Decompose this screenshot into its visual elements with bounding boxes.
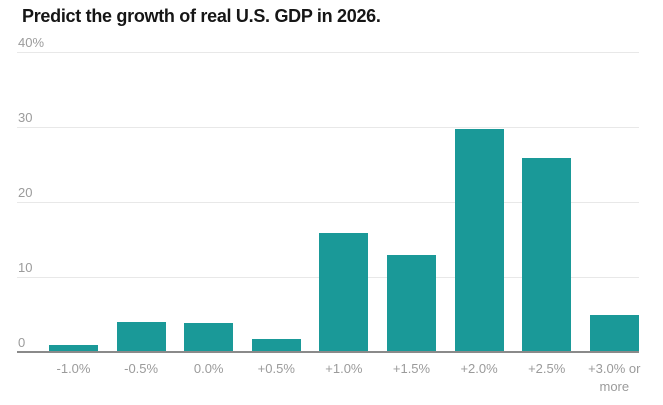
gridline-30 <box>17 127 639 128</box>
x-tick-label-2: -0.5% <box>124 361 159 376</box>
y-tick-label-0: 0 <box>18 335 26 350</box>
gridline-40 <box>17 52 639 53</box>
y-tick-label-40: 40% <box>18 35 45 50</box>
chart-title: Predict the growth of real U.S. GDP in 2… <box>22 6 381 26</box>
bar-+2.0- <box>454 128 504 352</box>
gridline-20 <box>17 202 639 203</box>
bar-+1.5- <box>387 254 436 352</box>
x-axis-baseline <box>17 351 639 353</box>
x-tick-label-8: +2.5% <box>528 361 566 376</box>
x-tick-label-7: +2.0% <box>460 361 498 376</box>
bar-+0.5- <box>251 338 301 352</box>
x-tick-label-5: +1.0% <box>325 361 363 376</box>
bar-+3.0-or-more <box>589 315 639 352</box>
x-tick-label-6: +1.5% <box>392 361 431 376</box>
y-tick-label-10: 10 <box>18 260 33 275</box>
bar-+1.0- <box>319 232 369 352</box>
bar--1.0- <box>49 344 98 352</box>
x-tick-label-9: +3.0% or more <box>588 361 641 394</box>
x-tick-label-4: +0.5% <box>257 361 295 376</box>
plot-area: 0 10 20 30 40% -1.0% -0.5% 0.0% +0.5% +1.0% +1.5% +… <box>17 35 641 394</box>
x-tick-label-1: -1.0% <box>56 361 91 376</box>
bar-0.0- <box>184 322 234 352</box>
x-tick-label-3: 0.0% <box>193 361 224 376</box>
y-tick-label-30: 30 <box>18 110 33 125</box>
bar--0.5- <box>116 322 166 352</box>
y-tick-label-20: 20 <box>18 185 33 200</box>
bar-+2.5- <box>522 157 572 352</box>
